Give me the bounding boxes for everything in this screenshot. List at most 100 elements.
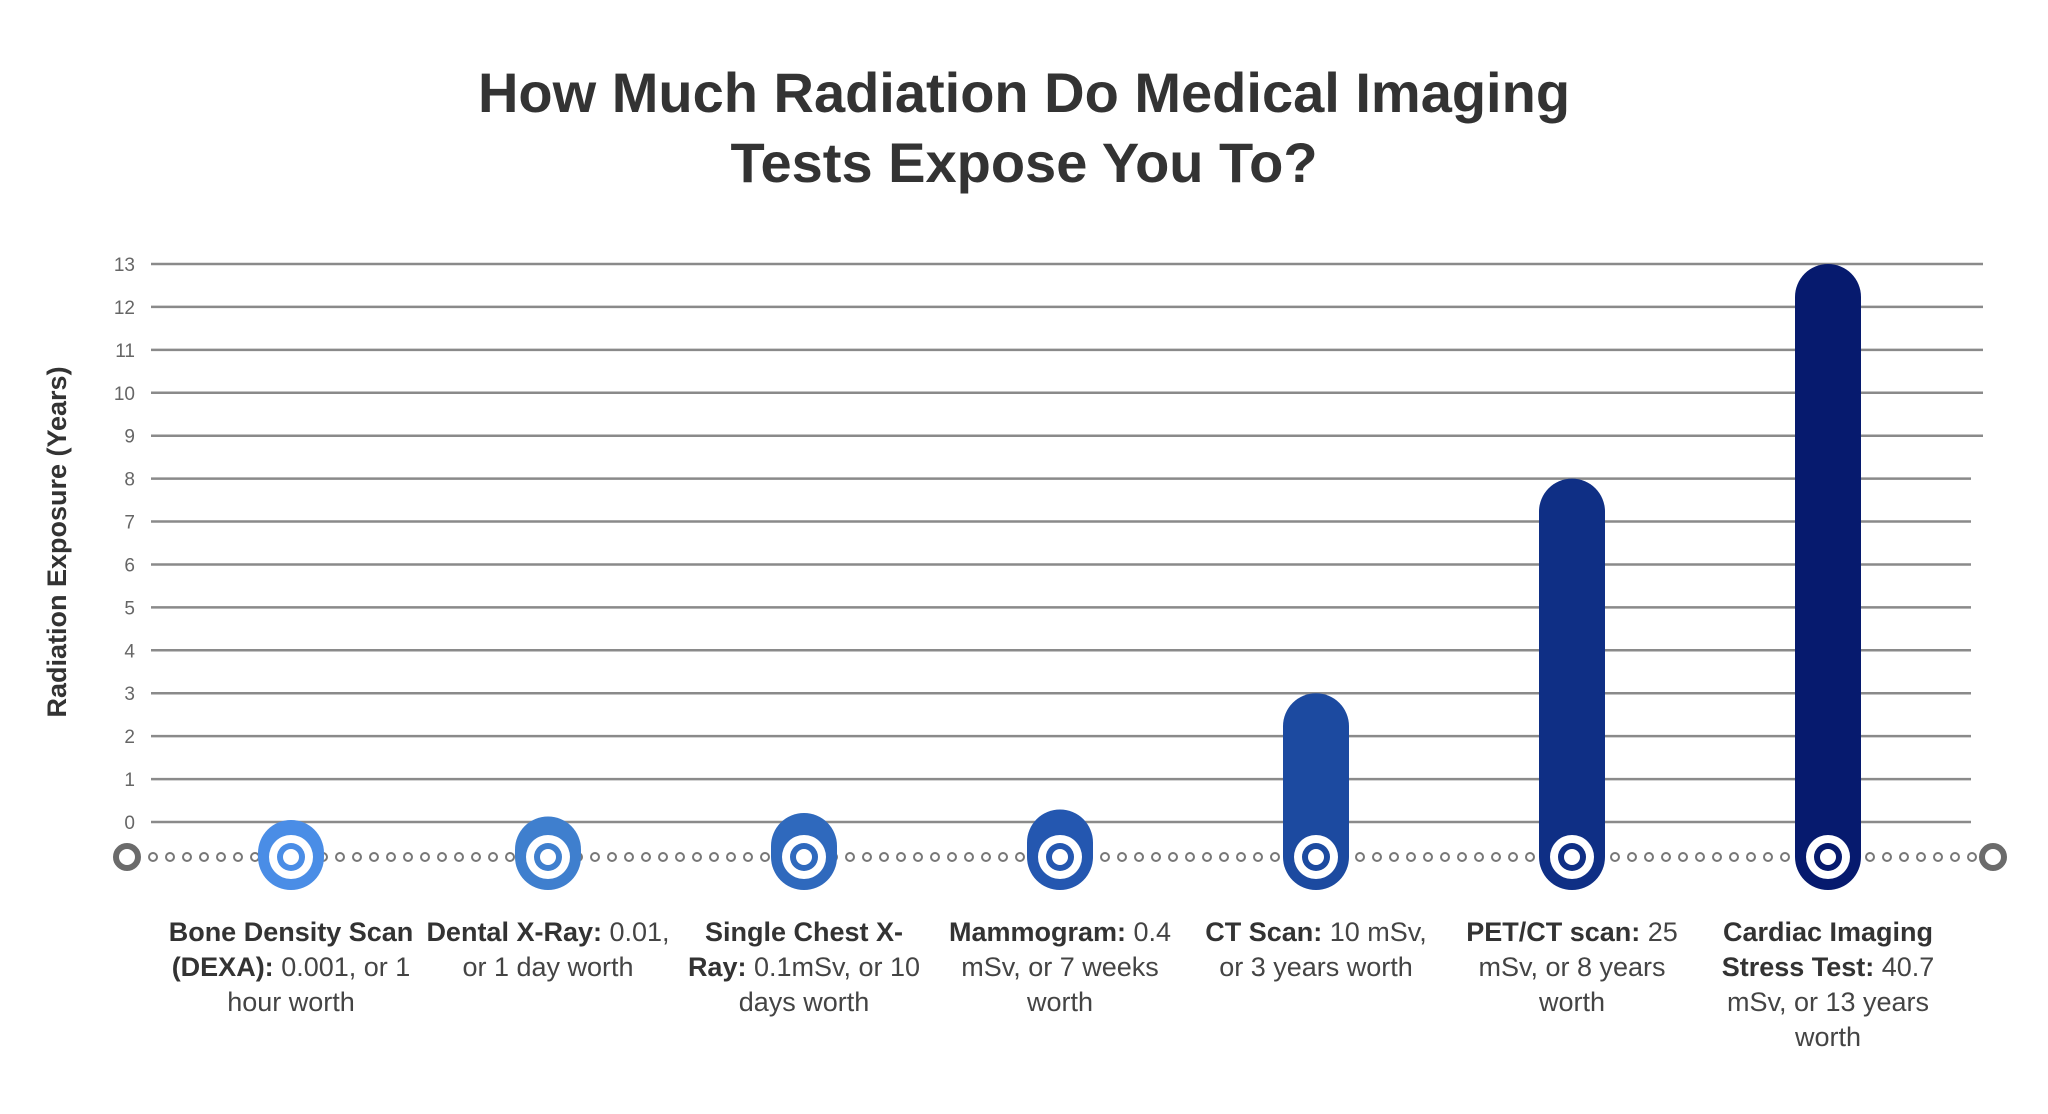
axis-dot [1610,852,1620,862]
axis-dot [1491,852,1501,862]
axis-dot [352,852,362,862]
axis-dot [1389,852,1399,862]
axis-dot [1661,852,1671,862]
category-name: Bone Density Scan (DEXA): [168,917,414,982]
axis-dot [675,852,685,862]
category-detail: 0.01, or 1 day worth [462,917,670,982]
axis-dot [1865,852,1875,862]
category-name: Cardiac Imaging Stress Test: [1721,917,1934,982]
x-category-label: Mammogram: 0.4 mSv, or 7 weeks worth [935,915,1185,1020]
axis-dot [1678,852,1688,862]
axis-dot [1253,852,1263,862]
axis-end-ring [1979,843,2007,871]
axis-dot [420,852,430,862]
axis-dot [760,852,770,862]
axis-dot [1219,852,1229,862]
axis-dot [1185,852,1195,862]
axis-dot [403,852,413,862]
chart-title-line-2: Tests Expose You To? [730,131,1318,194]
axis-dot [1406,852,1416,862]
chart-title: How Much Radiation Do Medical Imaging Te… [0,58,2048,198]
category-name: Mammogram: [948,917,1126,947]
axis-dot [879,852,889,862]
axis-dot [182,852,192,862]
axis-dot [1950,852,1960,862]
axis-dot [199,852,209,862]
x-category-label: Bone Density Scan (DEXA): 0.001, or 1 ho… [166,915,416,1020]
y-tick-label: 13 [114,255,135,276]
category-detail: 0.1mSv, or 10 days worth [738,952,921,1017]
axis-dot [658,852,668,862]
axis-dot [488,852,498,862]
y-tick-label: 12 [114,298,135,319]
bar [1283,693,1349,890]
category-detail: 40.7 mSv, or 13 years worth [1726,952,1935,1052]
axis-dot [1474,852,1484,862]
axis-dot [1746,852,1756,862]
axis-dot [437,852,447,862]
y-tick-label: 0 [124,813,135,834]
category-name: Single Chest X-Ray: [687,917,904,982]
y-tick-label: 2 [124,727,135,748]
category-detail: 25 mSv, or 8 years worth [1478,917,1678,1017]
bar [1539,478,1605,890]
axis-dot [216,852,226,862]
axis-dot [641,852,651,862]
category-name: PET/CT scan: [1466,917,1641,947]
chart-title-line-1: How Much Radiation Do Medical Imaging [477,61,1571,124]
axis-dot [471,852,481,862]
axis-dot [998,852,1008,862]
axis-dot [1457,852,1467,862]
axis-dot [369,852,379,862]
axis-end-ring [113,843,141,871]
y-axis-label: Radiation Exposure (Years) [42,366,72,717]
axis-dot [1525,852,1535,862]
bar-target-center [283,849,299,865]
axis-dot [233,852,243,862]
x-category-label: Dental X-Ray: 0.01, or 1 day worth [423,915,673,985]
axis-dot [1372,852,1382,862]
category-name: CT Scan: [1205,917,1323,947]
y-tick-label: 5 [124,598,135,619]
axis-dot [1202,852,1212,862]
axis-dot [1270,852,1280,862]
axis-dot [1151,852,1161,862]
bar-target-center [1564,849,1580,865]
axis-dot [862,852,872,862]
axis-dot [1916,852,1926,862]
axis-dot [1168,852,1178,862]
axis-dot [250,852,260,862]
axis-dot [148,852,158,862]
bar-target-center [1820,849,1836,865]
y-tick-label: 10 [114,384,135,405]
bar [1795,264,1861,890]
axis-dot [896,852,906,862]
axis-dot [743,852,753,862]
y-tick-label: 4 [124,641,135,662]
category-detail: 0.4 mSv, or 7 weeks worth [961,917,1172,1017]
axis-dot [335,852,345,862]
axis-dot [454,852,464,862]
axis-dot [709,852,719,862]
axis-dot [590,852,600,862]
axis-dot [692,852,702,862]
axis-dot [981,852,991,862]
axis-dot [1015,852,1025,862]
y-tick-label: 6 [124,555,135,576]
axis-dot [1117,852,1127,862]
category-name: Dental X-Ray: [426,917,602,947]
y-tick-label: 8 [124,470,135,491]
axis-dot [505,852,515,862]
bar-target-center [1308,849,1324,865]
category-detail: 0.001, or 1 hour worth [227,952,411,1017]
x-category-label: Cardiac Imaging Stress Test: 40.7 mSv, o… [1703,915,1953,1055]
y-tick-label: 11 [115,341,135,362]
axis-dot [1712,852,1722,862]
axis-dot [386,852,396,862]
y-tick-label: 1 [124,770,135,791]
axis-dot [1695,852,1705,862]
axis-dot [607,852,617,862]
axis-dot [1780,852,1790,862]
axis-dot [1933,852,1943,862]
